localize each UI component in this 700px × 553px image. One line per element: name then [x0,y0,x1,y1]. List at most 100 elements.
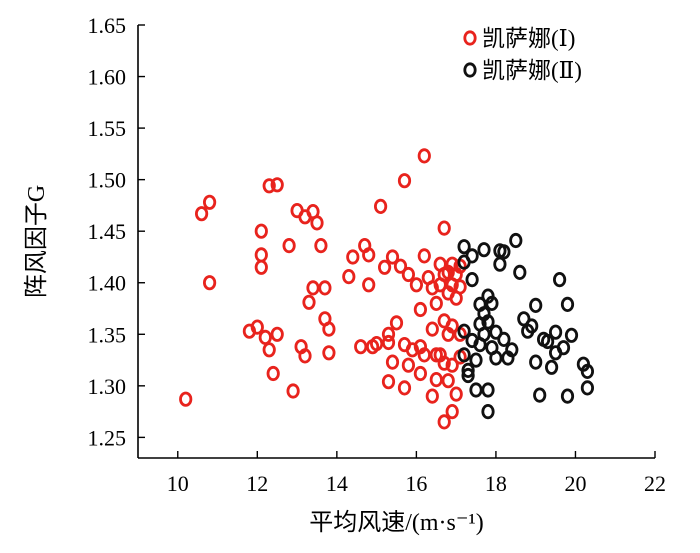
data-point [485,295,499,311]
data-point [409,277,423,293]
data-point [481,382,495,398]
data-point [346,249,360,265]
data-point [262,178,276,194]
data-point [505,342,519,358]
data-point [286,383,300,399]
x-tick-label: 14 [326,471,348,496]
data-point [457,323,471,339]
x-tick-label: 10 [167,471,189,496]
data-point [556,340,571,356]
data-point [203,194,217,210]
data-point [254,259,268,275]
data-point [425,280,439,296]
y-tick-label: 1.65 [88,13,127,38]
data-point [461,367,475,384]
data-point [465,271,479,288]
data-point [552,271,567,288]
data-point [417,148,431,164]
data-point [469,352,483,368]
data-point [405,342,419,358]
data-point [560,296,575,312]
series-1 [179,148,467,430]
x-tick-label: 22 [644,471,666,496]
data-point [461,362,475,378]
axes-layer [137,25,655,459]
data-point [457,347,471,363]
data-point [437,355,451,371]
data-point [540,333,555,350]
data-point [469,382,483,398]
data-point [322,321,336,337]
data-point [493,256,507,272]
data-point [417,347,431,363]
data-point [393,258,408,274]
data-point [270,177,284,193]
x-tick-label: 16 [405,471,427,496]
points-layer [179,148,595,430]
data-point [270,326,284,342]
data-point [322,345,336,361]
data-point [429,371,443,388]
data-point [445,403,459,420]
data-point [560,388,575,404]
data-point [369,335,384,352]
data-point [429,295,443,311]
data-point [282,238,296,254]
data-point [497,244,511,260]
y-axis-title: 阵风因子G [23,185,50,298]
data-point [413,301,427,318]
data-point [385,354,400,370]
x-tick-label: 12 [246,471,268,496]
data-point [397,380,412,396]
data-point [477,326,491,342]
data-point [465,248,479,264]
data-point [437,414,451,430]
data-point [525,318,539,334]
data-point [310,215,324,231]
data-point [489,324,503,340]
data-point [362,277,376,293]
legend-marker-2 [463,62,477,78]
data-point [425,388,439,404]
data-point [258,329,272,345]
data-point [489,350,503,366]
data-point [517,311,531,327]
data-point [449,386,463,402]
data-point [533,387,547,403]
legend-marker-1 [463,30,477,46]
data-point [509,232,523,249]
data-point [497,331,511,347]
data-point [544,359,559,375]
data-point [342,268,356,285]
data-point [580,380,595,396]
y-tick-label: 1.40 [88,271,127,296]
x-tick-label: 18 [485,471,507,496]
data-point [381,326,396,342]
data-point [354,339,368,355]
data-point [250,319,264,335]
data-point [445,318,459,334]
ticks-layer: 10 12 14 16 18 20 22 1.25 1.30 1.35 1.40 1.45 1.50 1.… [88,13,667,496]
data-point [195,206,209,222]
data-point [377,259,392,275]
data-point [362,247,376,263]
data-point [266,365,280,382]
y-tick-label: 1.45 [88,219,127,244]
data-point [254,223,268,239]
data-point [298,348,312,364]
data-point [445,357,459,373]
y-tick-label: 1.35 [88,322,127,347]
data-point [254,247,268,263]
series-2 [457,232,595,420]
data-point [481,314,495,330]
legend: 凯萨娜(Ⅰ) 凯萨娜(Ⅱ) [463,26,582,83]
data-point [441,373,455,389]
data-point [179,391,193,407]
data-point [262,342,276,358]
y-tick-label: 1.25 [88,425,127,450]
data-point [580,363,595,379]
legend-label-1: 凯萨娜(Ⅰ) [482,26,575,51]
data-point [529,297,543,313]
